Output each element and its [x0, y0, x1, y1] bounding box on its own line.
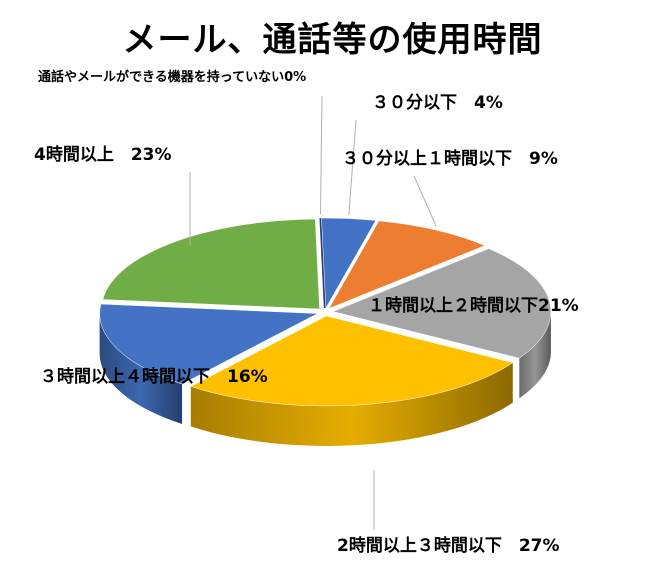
leader-line-2 [413, 175, 437, 227]
slice-label-4: 2時間以上３時間以下 27% [337, 535, 560, 556]
pie-slice-6 [102, 218, 320, 310]
pie-slice-0 [319, 217, 326, 309]
leader-line-0 [319, 95, 323, 215]
slice-label-3: １時間以上２時間以下21% [368, 295, 579, 316]
slice-label-0: 通話やメールができる機器を持っていない0% [38, 69, 306, 85]
pie-slice-2 [328, 220, 486, 310]
pie-slice-side-5 [99, 313, 183, 425]
leader-line-1 [348, 119, 357, 215]
pie-slice-3 [332, 248, 552, 359]
slice-label-6: 4時間以上 23% [34, 144, 172, 165]
pie-slice-1 [321, 217, 377, 309]
slice-label-5: ３時間以上４時間以下 16% [40, 366, 268, 387]
pie-slice-5 [99, 303, 319, 385]
chart-title: メール、通話等の使用時間 [122, 20, 543, 60]
pie-slice-4 [190, 315, 514, 407]
slice-label-1: ３０分以下 4% [372, 93, 503, 113]
pie-slice-side-3 [519, 311, 551, 399]
slice-label-2: ３０分以上１時間以下 9% [342, 148, 558, 169]
pie-slice-side-4 [190, 362, 513, 446]
